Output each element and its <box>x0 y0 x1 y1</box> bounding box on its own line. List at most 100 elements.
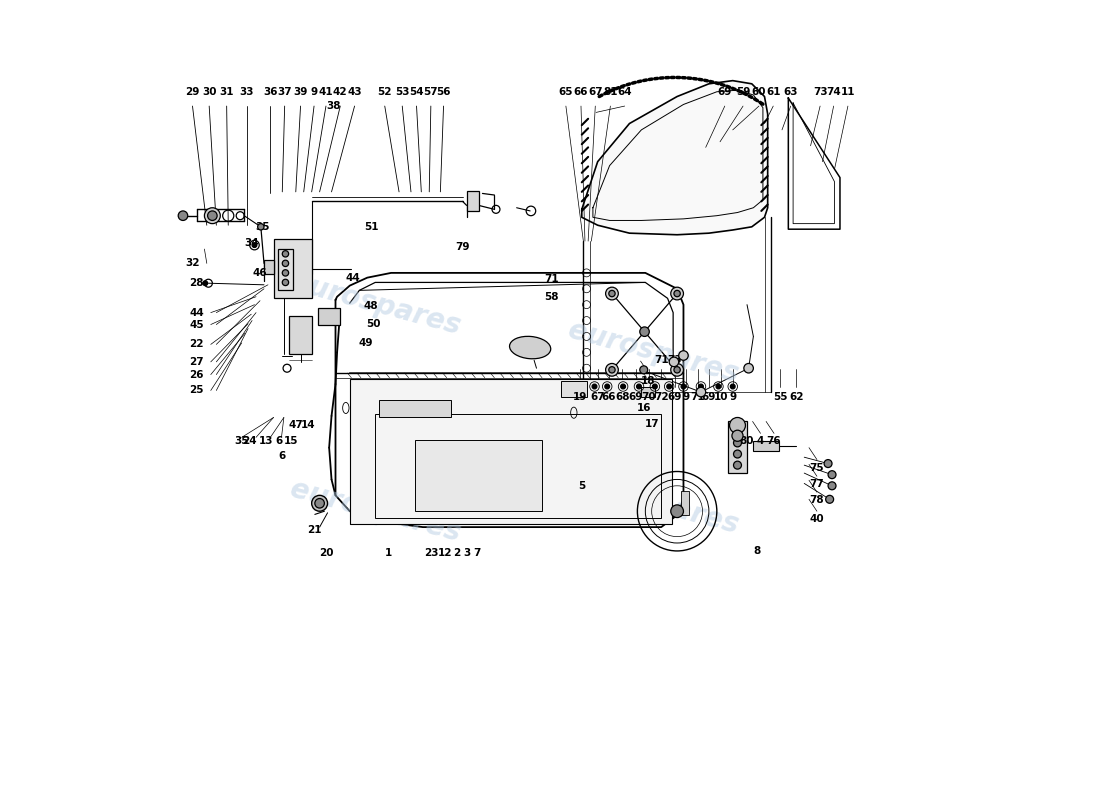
Text: 35: 35 <box>234 436 249 446</box>
Bar <box>754 442 779 451</box>
Text: 7: 7 <box>473 547 481 558</box>
Text: 27: 27 <box>189 357 204 367</box>
Text: 32: 32 <box>185 258 200 268</box>
Circle shape <box>674 290 680 297</box>
Circle shape <box>606 363 618 376</box>
Text: 53: 53 <box>395 86 409 97</box>
Text: 17: 17 <box>645 419 659 429</box>
Circle shape <box>671 287 683 300</box>
Text: 54: 54 <box>409 86 424 97</box>
Text: 42: 42 <box>333 86 348 97</box>
Text: 2: 2 <box>452 547 460 558</box>
Circle shape <box>283 279 288 286</box>
Text: 9: 9 <box>310 86 318 97</box>
Bar <box>681 491 689 515</box>
Circle shape <box>669 357 679 366</box>
Text: 10: 10 <box>714 392 728 402</box>
Circle shape <box>252 242 257 247</box>
Text: 73: 73 <box>813 86 827 97</box>
Text: 24: 24 <box>242 436 257 446</box>
Text: 3: 3 <box>463 547 470 558</box>
Circle shape <box>605 384 609 389</box>
Text: 51: 51 <box>364 222 378 232</box>
Bar <box>278 249 293 290</box>
Circle shape <box>202 281 208 286</box>
Text: 75: 75 <box>810 462 824 473</box>
Text: 41: 41 <box>319 86 333 97</box>
Text: 33: 33 <box>240 86 254 97</box>
Circle shape <box>620 384 626 389</box>
Circle shape <box>257 224 264 230</box>
Text: 13: 13 <box>260 436 274 446</box>
Text: 15: 15 <box>284 436 298 446</box>
Circle shape <box>608 366 615 373</box>
Bar <box>640 387 654 397</box>
Circle shape <box>681 384 686 389</box>
Text: 36: 36 <box>263 86 277 97</box>
Text: 49: 49 <box>359 338 373 348</box>
Text: 8: 8 <box>752 546 760 556</box>
Text: eurospares: eurospares <box>565 316 741 389</box>
Text: 52: 52 <box>377 86 392 97</box>
Text: 35: 35 <box>255 222 270 232</box>
Polygon shape <box>582 81 768 234</box>
Circle shape <box>592 384 597 389</box>
Circle shape <box>208 211 217 221</box>
Text: 67: 67 <box>591 392 605 402</box>
Circle shape <box>824 459 832 467</box>
Circle shape <box>606 287 618 300</box>
Text: 50: 50 <box>366 318 381 329</box>
Circle shape <box>652 384 658 389</box>
Circle shape <box>283 270 288 276</box>
Text: 16: 16 <box>637 403 652 413</box>
Circle shape <box>315 498 324 508</box>
Circle shape <box>674 366 680 373</box>
Text: eurospares: eurospares <box>287 475 463 547</box>
Text: 70: 70 <box>641 392 656 402</box>
Text: 72: 72 <box>653 392 669 402</box>
Text: 55: 55 <box>773 392 788 402</box>
Text: 48: 48 <box>364 302 378 311</box>
Text: 67: 67 <box>588 86 603 97</box>
Bar <box>264 260 274 274</box>
Text: 61: 61 <box>766 86 781 97</box>
Circle shape <box>732 430 744 442</box>
Text: 59: 59 <box>736 86 750 97</box>
Text: 20: 20 <box>319 547 333 558</box>
Circle shape <box>679 350 689 360</box>
Circle shape <box>696 387 706 397</box>
Text: 37: 37 <box>277 86 292 97</box>
Text: 64: 64 <box>617 86 632 97</box>
Bar <box>350 378 672 524</box>
Text: 40: 40 <box>810 514 824 524</box>
Text: 81: 81 <box>603 86 617 97</box>
Circle shape <box>729 418 746 434</box>
Text: 25: 25 <box>189 386 204 395</box>
Text: 44: 44 <box>345 273 361 282</box>
Bar <box>561 381 586 397</box>
Circle shape <box>637 384 641 389</box>
Text: 66: 66 <box>602 392 616 402</box>
Text: 46: 46 <box>253 268 267 278</box>
Circle shape <box>716 384 720 389</box>
Text: 31: 31 <box>219 86 234 97</box>
Circle shape <box>608 290 615 297</box>
Text: 62: 62 <box>789 392 803 402</box>
Circle shape <box>734 450 741 458</box>
Text: 60: 60 <box>751 86 767 97</box>
Text: 9: 9 <box>729 392 736 402</box>
Text: 22: 22 <box>189 339 204 350</box>
Text: 19: 19 <box>573 392 587 402</box>
Text: 79: 79 <box>455 242 470 253</box>
Text: 65: 65 <box>559 86 573 97</box>
Text: 73: 73 <box>668 355 682 366</box>
Circle shape <box>671 363 683 376</box>
Text: eurospares: eurospares <box>287 269 463 341</box>
Circle shape <box>283 260 288 266</box>
Text: 26: 26 <box>189 370 204 379</box>
Circle shape <box>283 250 288 257</box>
Text: 6: 6 <box>278 450 286 461</box>
Bar <box>274 238 311 298</box>
Circle shape <box>828 482 836 490</box>
Text: 5: 5 <box>579 481 585 490</box>
